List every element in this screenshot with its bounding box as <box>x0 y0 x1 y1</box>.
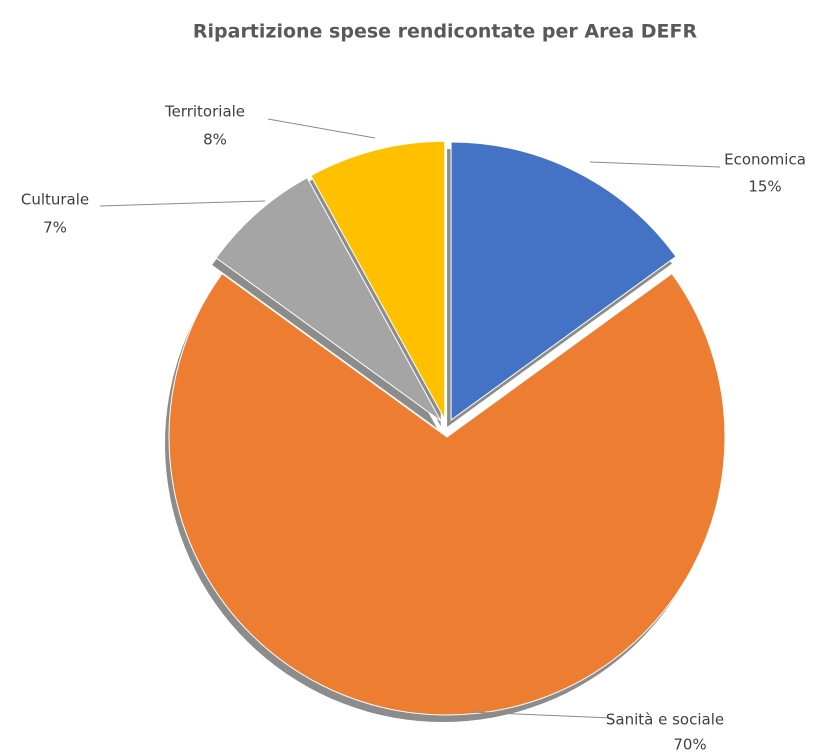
slice-label: Sanità e sociale <box>606 711 724 729</box>
slices <box>168 140 726 716</box>
leader-line <box>99 200 266 207</box>
slice-label: Territoriale <box>164 103 245 121</box>
chart-title: Ripartizione spese rendicontate per Area… <box>193 21 698 43</box>
slice <box>215 176 442 422</box>
slice <box>310 140 446 420</box>
labels: Economica 15% Sanità e sociale 70% Culturale… <box>21 103 806 753</box>
slice-value-label: 7% <box>43 219 67 237</box>
slice-label: Economica <box>724 151 806 169</box>
slice <box>168 272 726 716</box>
slice-value-label: 15% <box>748 178 781 196</box>
slice <box>450 141 677 421</box>
leader-line <box>589 161 721 168</box>
slice-value-label: 8% <box>203 131 227 149</box>
slice-value-label: 70% <box>673 736 706 753</box>
slice-label: Culturale <box>21 191 89 209</box>
leader-line <box>267 118 376 139</box>
leader-line <box>469 711 613 719</box>
